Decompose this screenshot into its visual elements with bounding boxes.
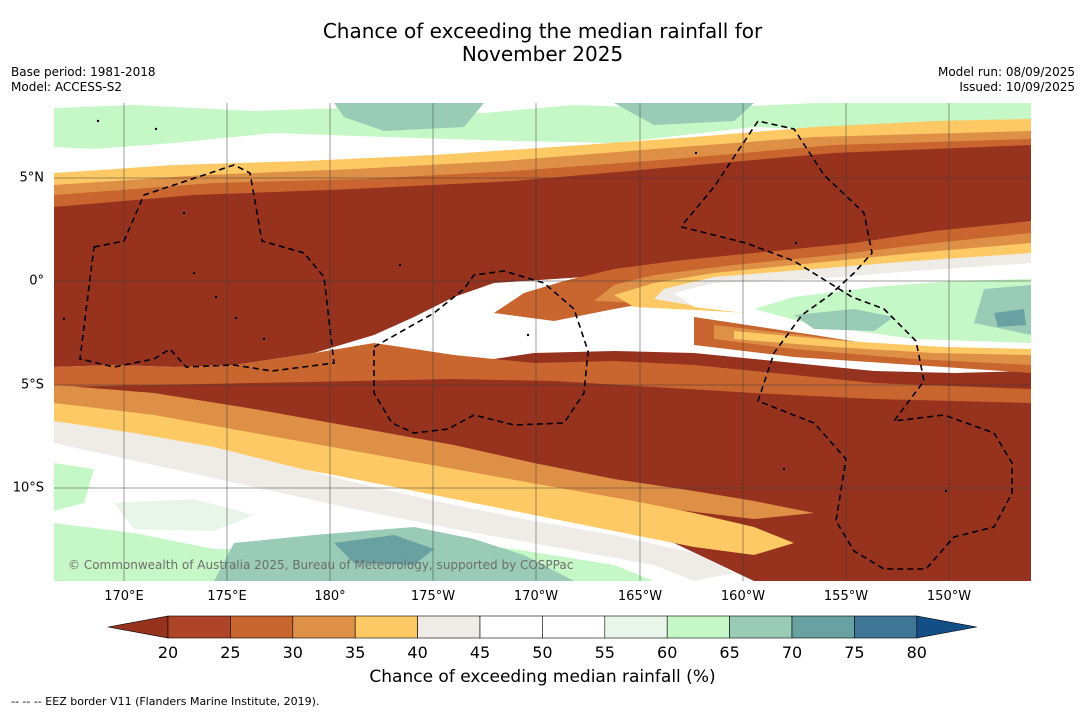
lat-label-5s: 5°S [20,377,44,393]
lon-label-150w: 150°W [926,589,972,604]
north-green-band [54,103,1031,149]
south-band-35 [54,385,814,519]
colorbar-tick-50: 50 [532,643,553,662]
lat-label-0: 0° [29,273,44,289]
colorbar-cell-40-45 [417,615,481,639]
eez-borders [79,120,1013,570]
colorbar-tick-75: 75 [844,643,865,662]
colorbar-tick-60: 60 [657,643,678,662]
meta-left: Base period: 1981-2018 Model: ACCESS-S2 [11,65,156,95]
colorbar-cell-70-75 [791,615,855,639]
model-name: Model: ACCESS-S2 [11,80,123,94]
lon-label-175e: 175°E [207,589,247,604]
south-band-40 [54,403,794,555]
graticule [54,103,1031,581]
rainfall-map [54,103,1031,581]
colorbar-label: Chance of exceeding median rainfall (%) [369,667,716,687]
eez-kiribati-gilbert [79,164,335,372]
colorbar-cell-75-80 [854,615,918,639]
colorbar-tick-35: 35 [345,643,366,662]
colorbar-tick-65: 65 [719,643,740,662]
colorbar-cell-55-60 [604,615,668,639]
chart-title: Chance of exceeding the median rainfall … [0,20,1085,66]
copyright-notice: © Commonwealth of Australia 2025, Bureau… [68,558,574,572]
colorbar-cell-45-50 [479,615,543,639]
title-line-2: November 2025 [461,42,624,66]
south-blue-patch [334,535,434,565]
colorbar-tick-80: 80 [906,643,927,662]
equatorial-green [754,279,1031,343]
eez-legend-note: -- -- -- EEZ border V11 (Flanders Marine… [11,695,320,708]
lon-label-170w: 170°W [513,589,559,604]
meta-right: Model run: 08/09/2025 Issued: 10/09/2025 [938,65,1075,95]
colorbar-tick-25: 25 [220,643,241,662]
colorbar-cell-65-70 [729,615,793,639]
colorbar-extend-high [916,615,977,639]
central-dry-band [54,145,1031,367]
lat-label-10s: 10°S [12,480,44,496]
south-green-left [54,463,94,511]
colorbar-tick-30: 30 [282,643,303,662]
colorbar-tick-20: 20 [157,643,179,662]
colorbar-cell-60-65 [666,615,730,639]
colorbar-tick-40: 40 [407,643,428,662]
island-markers [62,119,948,493]
title-line-1: Chance of exceeding the median rainfall … [322,19,763,43]
north-teal-patch [334,103,484,131]
lat-label-5n: 5°N [19,170,45,186]
colorbar-tick-45: 45 [469,643,491,662]
colorbar-tick-70: 70 [781,643,803,662]
lon-label-170e: 170°E [104,589,144,604]
colorbar-cell-20-25 [167,615,231,639]
equatorial-teal-2 [794,309,894,331]
colorbar-cell-30-35 [292,615,356,639]
colorbar-cells [107,615,977,639]
colorbar-extend-low [107,615,169,639]
lon-label-160w: 160°W [720,589,766,604]
equatorial-south-40 [734,331,1031,355]
south-band-30 [54,343,1031,403]
lon-label-155w: 155°W [823,589,869,604]
colorbar-cell-25-30 [230,615,294,639]
south-band-45 [54,421,734,581]
north-teal-patch-2 [614,103,754,125]
colorbar [107,615,977,639]
colorbar-cell-35-40 [354,615,418,639]
south-band-50 [54,443,694,581]
model-run: Model run: 08/09/2025 [937,65,1075,79]
lon-label-175w: 175°W [410,589,456,604]
lon-label-165w: 165°W [617,589,663,604]
lon-label-180: 180° [314,589,346,604]
equatorial-blue-patch [994,309,1026,327]
colorbar-tick-55: 55 [594,643,615,662]
eez-tokelau [373,270,589,434]
colorbar-cell-50-55 [542,615,606,639]
base-period: Base period: 1981-2018 [11,65,156,79]
eez-kiribati-line [680,120,1013,570]
south-light-green [114,499,254,531]
issued-date: Issued: 10/09/2025 [959,80,1075,94]
